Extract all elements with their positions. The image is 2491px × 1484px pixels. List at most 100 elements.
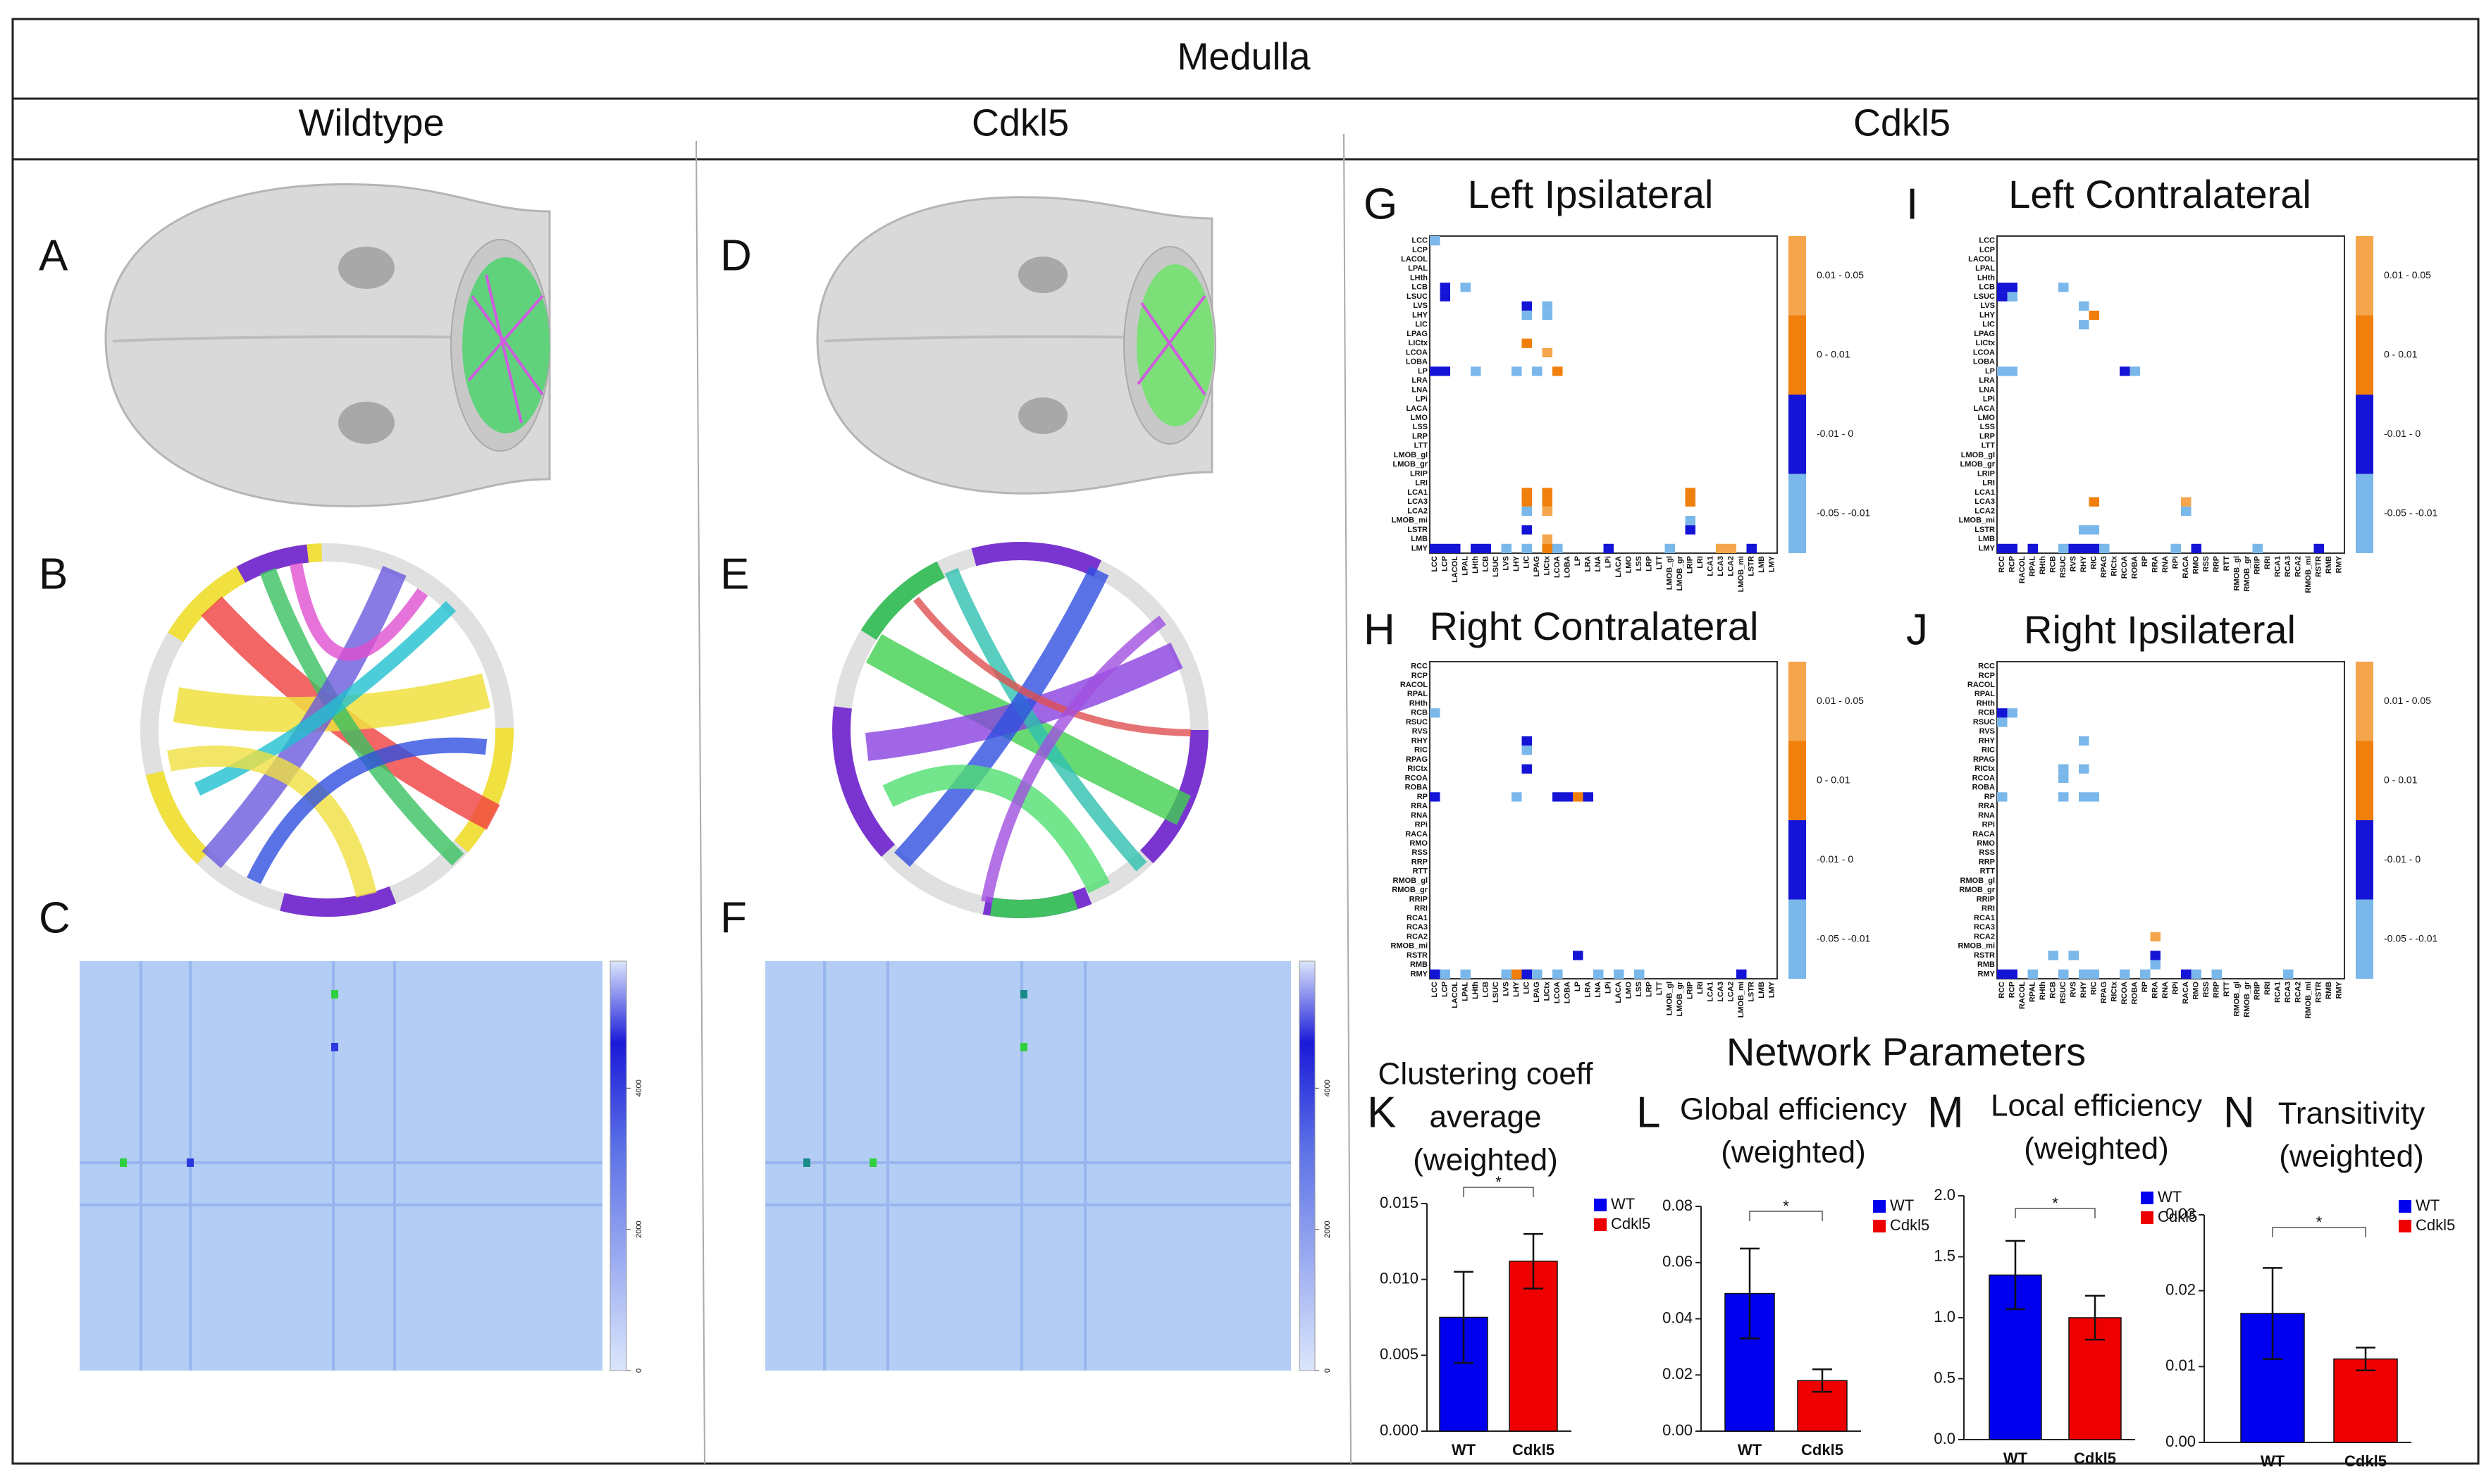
matrix-title: Left Contralateral xyxy=(2008,172,2311,216)
legend-label: -0.05 - -0.01 xyxy=(1817,507,1870,518)
heatmap xyxy=(765,960,1316,1371)
row-label: RCOA xyxy=(1972,774,1995,782)
row-label: LIC xyxy=(1415,321,1428,329)
matrix-cell xyxy=(1460,969,1471,979)
col-label: RMOB_gl xyxy=(2233,982,2242,1017)
row-label: LHth xyxy=(1977,273,1995,282)
matrix-cell xyxy=(1573,951,1583,960)
matrix-cell xyxy=(1583,792,1593,802)
col-label: LMOB_gl xyxy=(1666,982,1674,1015)
col-label: RACA xyxy=(2182,556,2190,579)
col-label: RTT xyxy=(2223,982,2231,997)
colorbar-tick-label: 0 xyxy=(635,1368,643,1373)
matrix-cell xyxy=(1593,969,1604,979)
panel-letter: D xyxy=(720,231,752,280)
legend-label: Cdkl5 xyxy=(1611,1215,1650,1232)
col-label: RCP xyxy=(2008,982,2017,998)
legend-label: -0.01 - 0 xyxy=(2384,428,2421,439)
legend-label: 0 - 0.01 xyxy=(2384,348,2418,359)
col-label: RPi xyxy=(2172,556,2180,569)
col-label: LICtx xyxy=(1543,555,1552,575)
col-label: LSUC xyxy=(1492,556,1500,577)
panel-letter: K xyxy=(1367,1088,1396,1137)
row-label: LSUC xyxy=(1974,292,1995,301)
col-label: LICtx xyxy=(1543,981,1552,1001)
matrix-cell xyxy=(2027,543,2038,553)
col-label: LP xyxy=(1574,556,1582,566)
row-label: LNA xyxy=(1979,385,1995,394)
matrix-cell xyxy=(1521,497,1532,507)
row-label: RICtx xyxy=(1407,765,1428,773)
heatmap xyxy=(80,960,627,1371)
col-label: LPi xyxy=(1605,982,1613,994)
col-label: LRP xyxy=(1645,556,1654,571)
legend-swatch xyxy=(1873,1220,1886,1232)
matrix-cell xyxy=(1997,543,2008,553)
row-label: LMOB_gl xyxy=(1961,451,1995,459)
col-label: RPi xyxy=(2172,982,2180,994)
col-label: LMOB_mi xyxy=(1737,556,1745,592)
col-label: RCA3 xyxy=(2284,982,2292,1003)
matrix-cell xyxy=(2130,366,2140,376)
legend-label: Cdkl5 xyxy=(2158,1208,2197,1225)
chart-title: (weighted) xyxy=(1413,1143,1557,1177)
col-label: LMY xyxy=(1768,555,1776,572)
row-label: RP xyxy=(1417,793,1428,801)
matrix-cell xyxy=(1440,366,1450,376)
matrix-cell xyxy=(1997,366,2008,376)
matrix-cell xyxy=(2089,310,2099,321)
matrix-cell xyxy=(2089,543,2099,553)
matrix-cell xyxy=(1532,969,1543,979)
error-bar xyxy=(2356,1347,2375,1371)
col-label: LRI xyxy=(1696,556,1705,569)
matrix-frame xyxy=(1429,661,1778,979)
matrix-cell xyxy=(2079,969,2089,979)
legend-swatch xyxy=(2356,662,2373,741)
matrix-cell xyxy=(2079,736,2089,746)
matrix-cell xyxy=(1512,969,1522,979)
row-label: LMY xyxy=(1979,544,1996,552)
col-label: LCOA xyxy=(1553,556,1562,578)
chart-title: Transitivity xyxy=(2278,1096,2425,1131)
matrix-cell xyxy=(1685,497,1695,507)
col-label: RMO xyxy=(2192,982,2201,1000)
matrix-cell xyxy=(2181,506,2192,517)
row-label: RP xyxy=(1984,793,1995,801)
row-label: RSUC xyxy=(1406,718,1428,726)
y-tick-label: 0.00 xyxy=(2165,1433,2196,1450)
matrix-cell xyxy=(2120,969,2130,979)
row-label: LNA xyxy=(1411,385,1428,394)
row-label: ROBA xyxy=(1972,784,1995,792)
matrix-cell xyxy=(2191,969,2201,979)
matrix-cell xyxy=(1552,366,1563,376)
x-tick-label: WT xyxy=(1452,1441,1476,1459)
column-header: Cdkl5 xyxy=(1853,101,1951,144)
col-label: RP xyxy=(2141,556,2149,567)
legend-label: 0.01 - 0.05 xyxy=(2384,695,2431,706)
y-tick-label: 0.005 xyxy=(1380,1345,1418,1363)
col-label: LPAG xyxy=(1533,982,1541,1003)
row-label: RCC xyxy=(1411,662,1428,671)
col-label: LMOB_mi xyxy=(1737,982,1745,1018)
error-bar xyxy=(1523,1232,1543,1290)
significance-bracket xyxy=(2272,1227,2366,1237)
row-label: LVS xyxy=(1980,302,1995,310)
row-label: LPAG xyxy=(1974,330,1995,338)
row-label: LTT xyxy=(1982,442,1996,450)
legend-swatch xyxy=(1788,741,1806,820)
col-label: LMOB_gr xyxy=(1676,981,1684,1016)
col-label: RIC xyxy=(2090,556,2099,569)
matrix-cell xyxy=(1471,543,1481,553)
col-label: LMB xyxy=(1757,556,1766,573)
matrix-cell xyxy=(1512,366,1522,376)
row-label: LICtx xyxy=(1976,339,1996,347)
legend-label: -0.01 - 0 xyxy=(2384,853,2421,865)
col-label: LRI xyxy=(1696,982,1705,994)
legend-swatch xyxy=(1788,662,1806,741)
matrix-cell xyxy=(1552,543,1563,553)
matrix-cell xyxy=(2058,543,2069,553)
matrix-cell xyxy=(1562,792,1573,802)
matrix-cell xyxy=(2068,543,2079,553)
matrix-cell xyxy=(1440,969,1450,979)
y-tick-label: 0.000 xyxy=(1380,1421,1418,1439)
